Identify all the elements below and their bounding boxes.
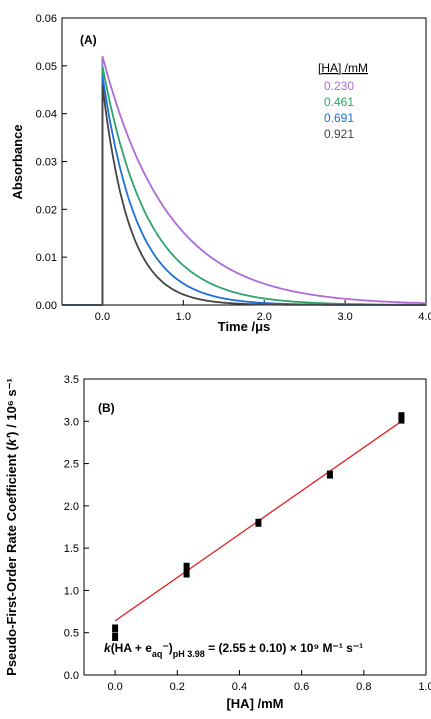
data-point	[183, 562, 190, 571]
y-tick-label-b: 3.5	[64, 374, 79, 386]
panel-label-a: (A)	[80, 33, 97, 47]
y-axis-ticks-b: 0.0 0.5 1.0 1.5 2.0 2.5 3.0 3.5	[64, 374, 89, 682]
legend-title: [HA] /mM	[318, 61, 368, 75]
y-axis-label-a: Absorbance	[10, 124, 25, 199]
plot-frame-a	[61, 17, 427, 306]
x-axis-ticks-b: 0.0 0.2 0.4 0.6 0.8 1.0	[107, 670, 431, 693]
data-points	[112, 412, 405, 641]
legend-entry: 0.461	[324, 95, 354, 109]
data-point	[326, 470, 333, 479]
legend-entry: 0.691	[324, 111, 354, 125]
y-axis-ticks-a: 0.00 0.01 0.02 0.03 0.04 0.05 0.06	[36, 13, 67, 312]
y-tick-label-a: 0.02	[36, 204, 57, 216]
trace-0.230	[62, 56, 427, 306]
x-tick-label-a: 3.0	[337, 311, 352, 323]
x-tick-label-b: 0.2	[170, 681, 185, 693]
trace-0.691	[62, 75, 426, 306]
x-tick-label-a: 4.0	[418, 311, 431, 323]
legend-entry: 0.230	[324, 79, 354, 93]
y-tick-label-b: 1.0	[64, 585, 79, 597]
data-point	[183, 569, 190, 578]
data-point	[112, 624, 119, 633]
y-tick-label-b: 3.0	[64, 416, 79, 428]
rate-constant-annotation: k(HA + eaq⁻)pH 3.98 = (2.55 ± 0.10) × 10…	[104, 641, 363, 659]
y-tick-label-b: 0.0	[64, 670, 79, 682]
y-tick-label-b: 1.5	[64, 543, 79, 555]
panel-label-b: (B)	[98, 401, 115, 415]
x-tick-label-a: 0.0	[95, 311, 110, 323]
legend-entry: 0.921	[324, 127, 354, 141]
legend: [HA] /mM 0.230 0.461 0.691 0.921	[318, 61, 368, 141]
x-tick-label-b: 0.8	[356, 681, 371, 693]
x-tick-label-b: 0.0	[107, 681, 122, 693]
data-point	[255, 518, 262, 527]
x-tick-label-b: 0.4	[232, 681, 247, 693]
x-axis-label-a: Time /μs	[218, 319, 271, 334]
decay-traces	[62, 56, 427, 306]
y-tick-label-a: 0.05	[36, 61, 57, 73]
x-tick-label-b: 1.0	[418, 681, 431, 693]
data-point	[398, 415, 405, 424]
plot-frame-b	[83, 378, 427, 676]
y-tick-label-a: 0.06	[36, 13, 57, 25]
data-point	[112, 632, 119, 641]
absorbance-chart: 0.0 1.0 2.0 3.0 4.0 0.00 0.01 0.02 0.03 0.04 0.05…	[10, 13, 431, 334]
rate-coefficient-chart: 0.0 0.2 0.4 0.6 0.8 1.0 0.0 0.5 1.0 1.5 2.0 2.5 3.0…	[4, 374, 431, 711]
y-axis-label-b: Pseudo-First-Order Rate Coefficient (k')…	[4, 378, 19, 676]
x-tick-label-a: 1.0	[176, 311, 191, 323]
y-tick-label-a: 0.03	[36, 157, 57, 169]
y-tick-label-b: 2.0	[64, 501, 79, 513]
y-tick-label-b: 2.5	[64, 459, 79, 471]
x-tick-label-a: 2.0	[257, 311, 272, 323]
x-tick-label-b: 0.6	[294, 681, 309, 693]
x-axis-label-b: [HA] /mM	[226, 696, 283, 711]
trace-0.921	[62, 84, 426, 306]
y-tick-label-b: 0.5	[64, 628, 79, 640]
y-tick-label-a: 0.01	[36, 252, 57, 264]
y-tick-label-a: 0.04	[36, 109, 57, 121]
y-tick-label-a: 0.00	[36, 300, 57, 312]
